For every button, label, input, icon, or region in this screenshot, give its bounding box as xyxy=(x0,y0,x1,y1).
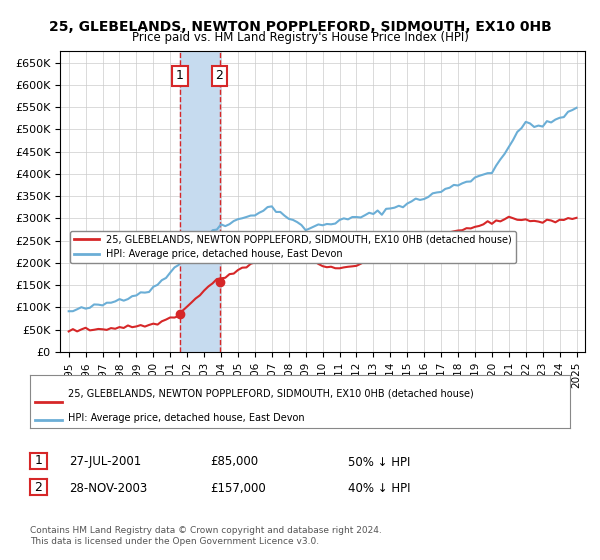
Text: HPI: Average price, detached house, East Devon: HPI: Average price, detached house, East… xyxy=(68,413,304,423)
Text: Contains HM Land Registry data © Crown copyright and database right 2024.: Contains HM Land Registry data © Crown c… xyxy=(30,526,382,535)
Text: 2: 2 xyxy=(215,69,223,82)
Text: 2: 2 xyxy=(34,480,43,494)
Text: Price paid vs. HM Land Registry's House Price Index (HPI): Price paid vs. HM Land Registry's House … xyxy=(131,31,469,44)
Text: 1: 1 xyxy=(34,454,43,468)
Text: 1: 1 xyxy=(176,69,184,82)
Text: 50% ↓ HPI: 50% ↓ HPI xyxy=(348,455,410,469)
Text: £85,000: £85,000 xyxy=(210,455,258,469)
Text: 25, GLEBELANDS, NEWTON POPPLEFORD, SIDMOUTH, EX10 0HB (detached house): 25, GLEBELANDS, NEWTON POPPLEFORD, SIDMO… xyxy=(68,389,473,399)
Text: 25, GLEBELANDS, NEWTON POPPLEFORD, SIDMOUTH, EX10 0HB: 25, GLEBELANDS, NEWTON POPPLEFORD, SIDMO… xyxy=(49,20,551,34)
Bar xyxy=(180,52,220,352)
Text: This data is licensed under the Open Government Licence v3.0.: This data is licensed under the Open Gov… xyxy=(30,537,319,546)
Text: 27-JUL-2001: 27-JUL-2001 xyxy=(69,455,141,469)
Text: 40% ↓ HPI: 40% ↓ HPI xyxy=(348,482,410,495)
Legend: 25, GLEBELANDS, NEWTON POPPLEFORD, SIDMOUTH, EX10 0HB (detached house), HPI: Ave: 25, GLEBELANDS, NEWTON POPPLEFORD, SIDMO… xyxy=(70,231,516,263)
Text: 28-NOV-2003: 28-NOV-2003 xyxy=(69,482,147,495)
Text: £157,000: £157,000 xyxy=(210,482,266,495)
